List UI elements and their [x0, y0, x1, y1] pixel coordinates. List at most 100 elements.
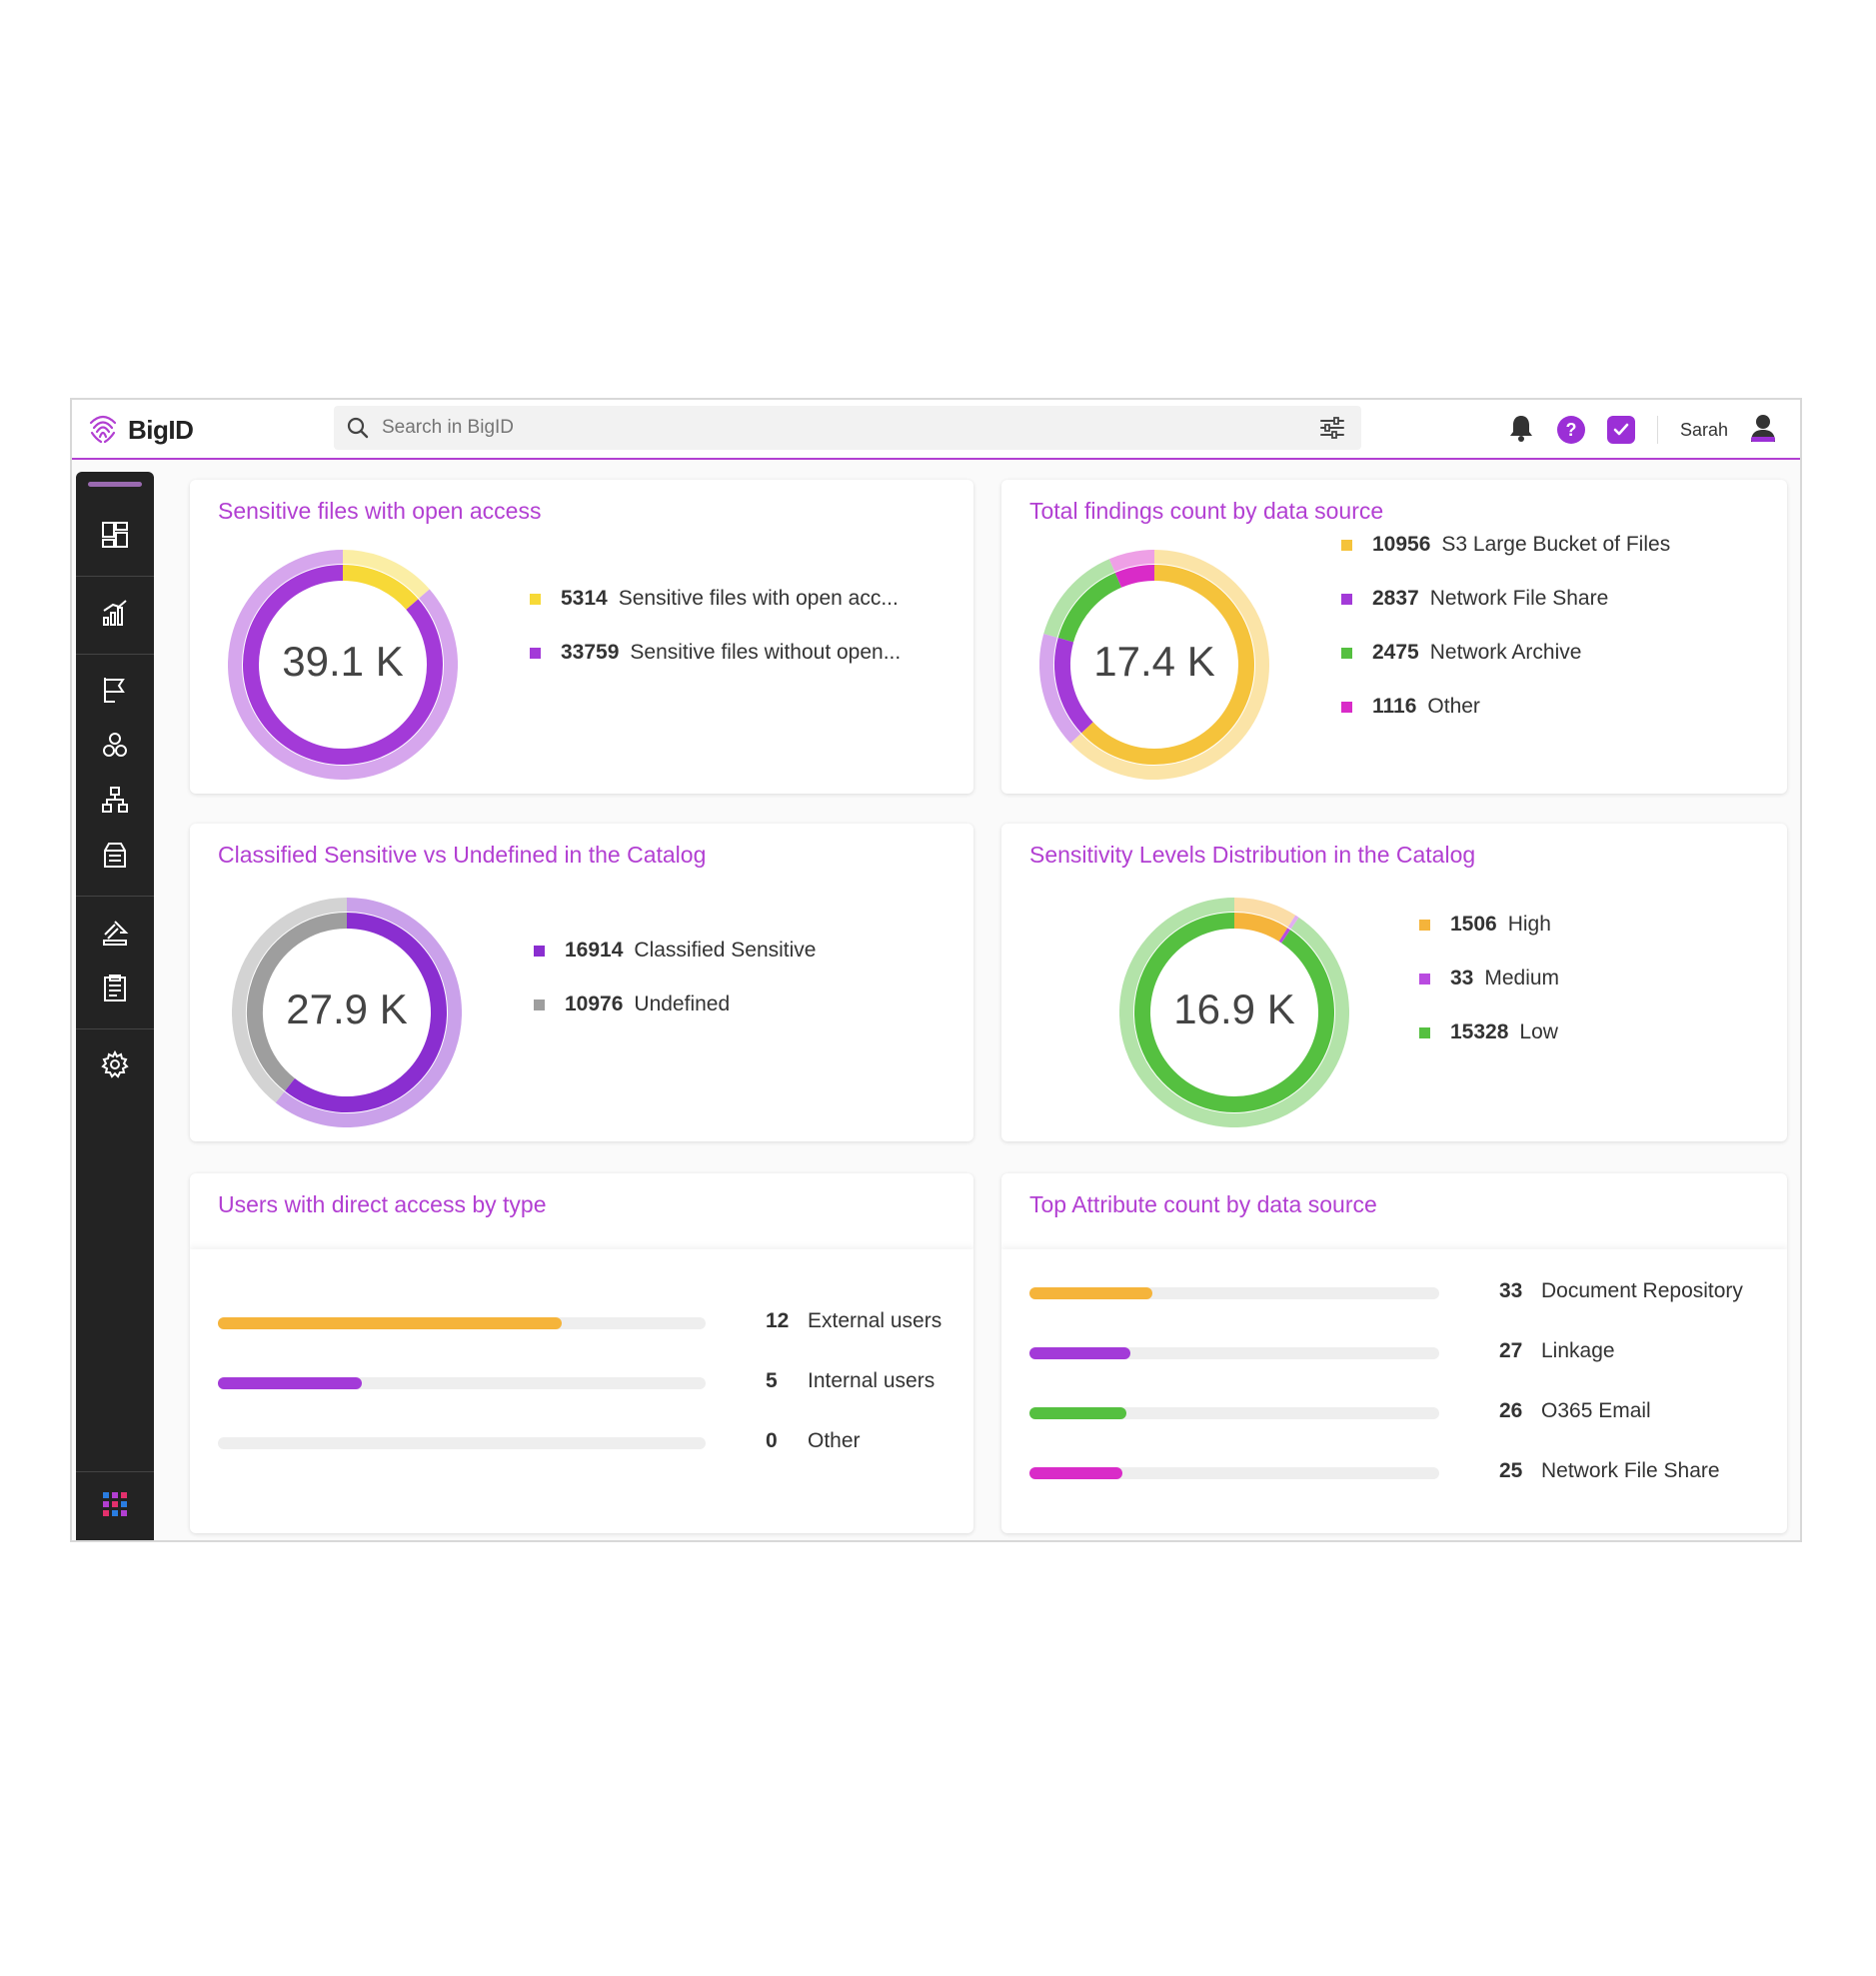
bar-value: 12	[766, 1309, 790, 1332]
reports-icon[interactable]	[100, 973, 130, 1002]
donut-chart: 39.1 K	[228, 550, 458, 780]
bar-track	[1029, 1467, 1439, 1479]
donut-svg	[228, 550, 458, 780]
donut-outer-segment[interactable]	[1119, 898, 1349, 1127]
donut-segment[interactable]	[243, 565, 443, 765]
bar-panel: 33 Document Repository 27 Linkage 26 O365 E…	[1001, 1249, 1787, 1533]
donut-segment[interactable]	[1081, 565, 1254, 765]
card-findings: Total findings count by data source 17.4…	[1001, 480, 1787, 794]
bar-category: Internal users	[808, 1369, 936, 1392]
donut-segment[interactable]	[285, 913, 447, 1112]
apps-grid-icon[interactable]	[100, 1489, 130, 1519]
card-sensitivity: Sensitivity Levels Distribution in the C…	[1001, 824, 1787, 1141]
bar-value: 5	[766, 1369, 778, 1392]
card-title: Total findings count by data source	[1029, 498, 1384, 524]
catalog-icon[interactable]	[100, 840, 130, 870]
legend-label: S3 Large Bucket of Files	[1441, 533, 1671, 556]
donut-segment[interactable]	[1114, 565, 1155, 588]
bar-label: 33 Document Repository	[1499, 1279, 1743, 1303]
legend-value: 10956	[1372, 533, 1431, 556]
fingerprint-logo-icon	[86, 411, 120, 450]
help-icon[interactable]: ?	[1556, 416, 1585, 444]
legend-label: Other	[1427, 695, 1480, 718]
donut-chart: 16.9 K	[1119, 898, 1349, 1127]
bar-value: 0	[766, 1429, 778, 1452]
app-window: BigID ?	[70, 398, 1802, 1542]
bar-fill	[218, 1317, 563, 1329]
legend-value: 2475	[1372, 641, 1419, 664]
bar-fill	[218, 1377, 362, 1389]
bar-panel: 12 External users 5 Internal users 0 Other	[190, 1249, 973, 1533]
sidebar-divider	[76, 1471, 154, 1472]
donut-segment[interactable]	[1054, 638, 1093, 734]
legend-swatch	[1341, 701, 1352, 713]
search-icon	[347, 417, 369, 439]
legend-swatch	[530, 647, 541, 659]
user-name[interactable]: Sarah	[1679, 419, 1728, 440]
tasks-check-icon[interactable]	[1606, 416, 1635, 444]
donut-segment[interactable]	[1134, 913, 1334, 1112]
bar-track	[1029, 1347, 1439, 1359]
logo[interactable]: BigID	[86, 410, 194, 450]
donut-segment[interactable]	[1057, 573, 1122, 643]
bar-label: 27 Linkage	[1499, 1339, 1615, 1363]
card-title: Sensitive files with open access	[218, 498, 542, 524]
donut-segment[interactable]	[342, 565, 419, 611]
donut-segment[interactable]	[1233, 913, 1288, 943]
legend-swatch	[1419, 919, 1430, 931]
donut-svg	[232, 898, 462, 1127]
legend-label: High	[1507, 913, 1551, 936]
analytics-icon[interactable]	[100, 598, 130, 628]
bar-value: 33	[1499, 1279, 1523, 1302]
card-attributes: Top Attribute count by data source 33 Doc…	[1001, 1173, 1787, 1533]
donut-outer-segment[interactable]	[275, 898, 462, 1127]
legend-item: 10976 Undefined	[534, 978, 817, 1031]
donut-outer-segment[interactable]	[228, 550, 458, 780]
card-title: Top Attribute count by data source	[1029, 1191, 1377, 1217]
sidebar-handle[interactable]	[88, 482, 142, 487]
legend-value: 5314	[561, 587, 608, 610]
bar-category: External users	[808, 1309, 942, 1332]
legend-item: 1506 High	[1419, 898, 1559, 952]
legend-swatch	[1419, 973, 1430, 985]
donut-total: 39.1 K	[282, 638, 404, 685]
card-classified: Classified Sensitive vs Undefined in the…	[190, 824, 973, 1141]
settings-icon[interactable]	[100, 1049, 130, 1079]
legend: 1506 High 33 Medium 15328 Low	[1419, 898, 1559, 1059]
user-avatar-icon[interactable]	[1750, 413, 1776, 448]
bar-fill	[1029, 1287, 1152, 1299]
bar-category: Network File Share	[1541, 1459, 1720, 1482]
donut-svg	[1039, 550, 1269, 780]
bar-fill	[1029, 1467, 1123, 1479]
top-right-actions: ? Sarah	[1507, 410, 1776, 450]
legend-item: 5314 Sensitive files with open acc...	[530, 572, 901, 626]
search-input[interactable]	[380, 416, 1283, 440]
filter-settings-icon[interactable]	[1319, 416, 1345, 440]
flag-icon[interactable]	[100, 675, 130, 705]
bar-value: 25	[1499, 1459, 1523, 1482]
hierarchy-icon[interactable]	[100, 785, 130, 815]
card-title: Users with direct access by type	[218, 1191, 547, 1217]
legend-swatch	[1341, 539, 1352, 551]
donut-segment[interactable]	[1278, 928, 1291, 944]
remediation-icon[interactable]	[100, 918, 130, 948]
donut-outer-segment[interactable]	[1070, 550, 1269, 780]
card-title: Sensitivity Levels Distribution in the C…	[1029, 842, 1476, 868]
donut-outer-segment[interactable]	[1287, 915, 1299, 930]
donut-outer-segment[interactable]	[232, 898, 348, 1103]
donut-outer-segment[interactable]	[342, 550, 430, 599]
clusters-icon[interactable]	[100, 730, 130, 760]
bell-icon[interactable]	[1507, 413, 1535, 448]
donut-outer-segment[interactable]	[1108, 550, 1155, 573]
divider	[1656, 416, 1658, 444]
dashboard-icon[interactable]	[100, 520, 130, 550]
legend-swatch	[530, 593, 541, 605]
donut-segment[interactable]	[247, 913, 348, 1091]
legend-value: 33759	[561, 641, 620, 664]
sidebar-divider	[76, 576, 154, 577]
donut-outer-segment[interactable]	[1039, 634, 1081, 744]
search-bar[interactable]	[334, 406, 1361, 450]
donut-outer-segment[interactable]	[1233, 898, 1296, 928]
donut-outer-segment[interactable]	[1043, 559, 1115, 638]
sidebar-divider	[76, 654, 154, 655]
